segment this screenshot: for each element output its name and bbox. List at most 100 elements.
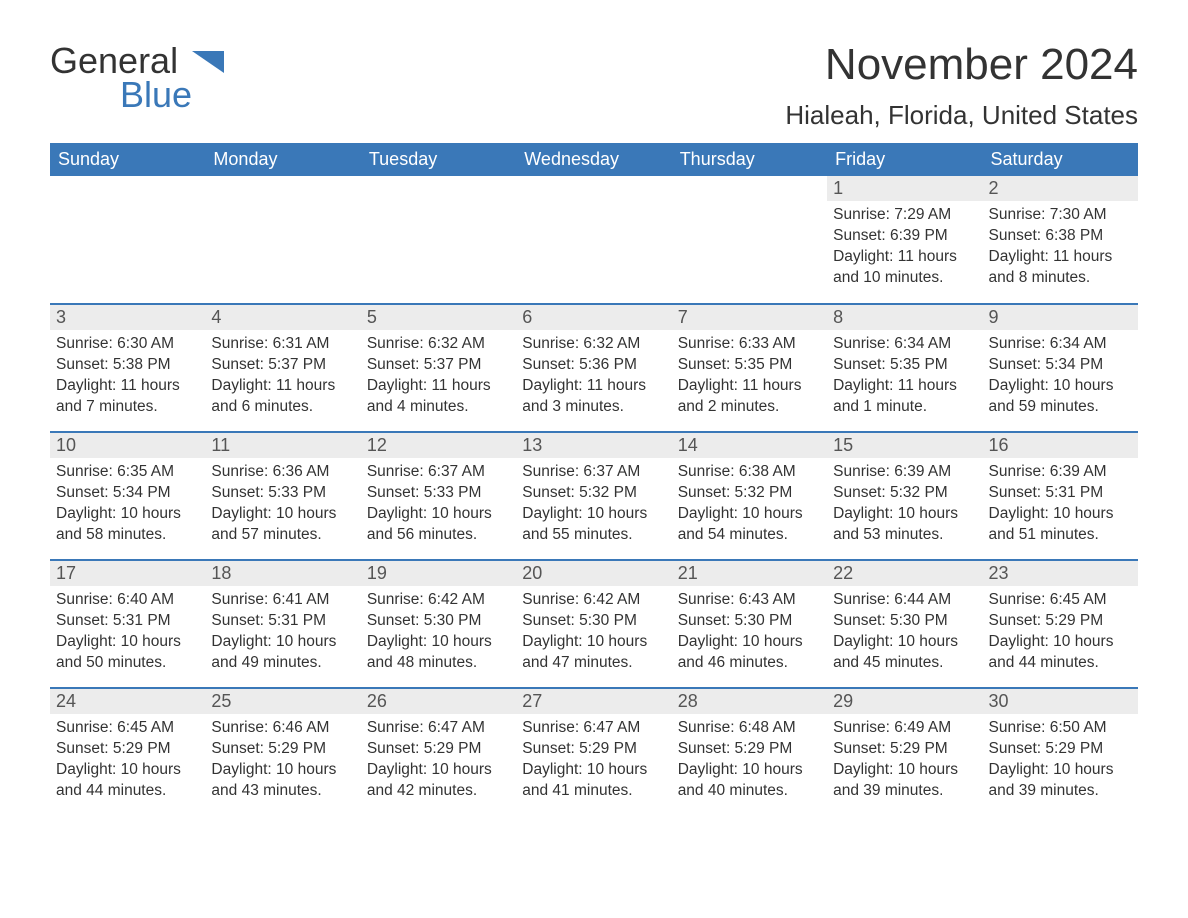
day-number: 16 [983, 433, 1138, 458]
calendar-day-cell: 8Sunrise: 6:34 AMSunset: 5:35 PMDaylight… [827, 304, 982, 432]
day-number: 26 [361, 689, 516, 714]
daylight-text: Daylight: 10 hours and 51 minutes. [989, 504, 1132, 546]
sunrise-text: Sunrise: 6:41 AM [211, 590, 354, 611]
weekday-header: Monday [205, 143, 360, 176]
daylight-text: Daylight: 11 hours and 10 minutes. [833, 247, 976, 289]
day-data: Sunrise: 6:41 AMSunset: 5:31 PMDaylight:… [205, 586, 360, 678]
calendar-day-cell [516, 176, 671, 304]
sunset-text: Sunset: 5:29 PM [833, 739, 976, 760]
sunrise-text: Sunrise: 6:47 AM [367, 718, 510, 739]
daylight-text: Daylight: 10 hours and 48 minutes. [367, 632, 510, 674]
weekday-header-row: SundayMondayTuesdayWednesdayThursdayFrid… [50, 143, 1138, 176]
day-number: 5 [361, 305, 516, 330]
sunset-text: Sunset: 5:30 PM [367, 611, 510, 632]
calendar-day-cell: 5Sunrise: 6:32 AMSunset: 5:37 PMDaylight… [361, 304, 516, 432]
sunrise-text: Sunrise: 6:35 AM [56, 462, 199, 483]
calendar-day-cell: 9Sunrise: 6:34 AMSunset: 5:34 PMDaylight… [983, 304, 1138, 432]
calendar-table: SundayMondayTuesdayWednesdayThursdayFrid… [50, 143, 1138, 816]
calendar-day-cell: 27Sunrise: 6:47 AMSunset: 5:29 PMDayligh… [516, 688, 671, 816]
sunset-text: Sunset: 5:31 PM [56, 611, 199, 632]
calendar-day-cell [50, 176, 205, 304]
sunrise-text: Sunrise: 6:45 AM [56, 718, 199, 739]
sunrise-text: Sunrise: 7:29 AM [833, 205, 976, 226]
weekday-header: Thursday [672, 143, 827, 176]
day-data: Sunrise: 6:44 AMSunset: 5:30 PMDaylight:… [827, 586, 982, 678]
sunrise-text: Sunrise: 7:30 AM [989, 205, 1132, 226]
day-number: 14 [672, 433, 827, 458]
calendar-day-cell: 14 Sunrise: 6:38 AMSunset: 5:32 PMDayligh… [672, 432, 827, 560]
calendar-day-cell: 17Sunrise: 6:40 AMSunset: 5:31 PMDayligh… [50, 560, 205, 688]
sunrise-text: Sunrise: 6:38 AM [678, 462, 821, 483]
daylight-text: Daylight: 10 hours and 53 minutes. [833, 504, 976, 546]
day-data: Sunrise: 6:39 AMSunset: 5:31 PMDaylight:… [983, 458, 1138, 550]
page-header: General Blue November 2024 Hialeah, Flor… [50, 40, 1138, 131]
day-data: Sunrise: 6:45 AMSunset: 5:29 PMDaylight:… [50, 714, 205, 806]
day-number: 21 [672, 561, 827, 586]
day-number: 18 [205, 561, 360, 586]
sunset-text: Sunset: 5:32 PM [522, 483, 665, 504]
calendar-day-cell: 20Sunrise: 6:42 AMSunset: 5:30 PMDayligh… [516, 560, 671, 688]
calendar-day-cell: 2Sunrise: 7:30 AMSunset: 6:38 PMDaylight… [983, 176, 1138, 304]
calendar-day-cell: 15Sunrise: 6:39 AMSunset: 5:32 PMDayligh… [827, 432, 982, 560]
daylight-text: Daylight: 10 hours and 54 minutes. [678, 504, 821, 546]
sunset-text: Sunset: 5:38 PM [56, 355, 199, 376]
day-data: Sunrise: 6:50 AMSunset: 5:29 PMDaylight:… [983, 714, 1138, 806]
sunrise-text: Sunrise: 6:32 AM [522, 334, 665, 355]
day-number: 24 [50, 689, 205, 714]
day-data: Sunrise: 6:43 AMSunset: 5:30 PMDaylight:… [672, 586, 827, 678]
calendar-day-cell: 22Sunrise: 6:44 AMSunset: 5:30 PMDayligh… [827, 560, 982, 688]
sunrise-text: Sunrise: 6:34 AM [989, 334, 1132, 355]
daylight-text: Daylight: 10 hours and 43 minutes. [211, 760, 354, 802]
sunset-text: Sunset: 5:29 PM [522, 739, 665, 760]
day-number: 22 [827, 561, 982, 586]
day-number: 2 [983, 176, 1138, 201]
weekday-header: Sunday [50, 143, 205, 176]
sunrise-text: Sunrise: 6:45 AM [989, 590, 1132, 611]
sunrise-text: Sunrise: 6:46 AM [211, 718, 354, 739]
calendar-day-cell: 3Sunrise: 6:30 AMSunset: 5:38 PMDaylight… [50, 304, 205, 432]
daylight-text: Daylight: 10 hours and 58 minutes. [56, 504, 199, 546]
day-number: 10 [50, 433, 205, 458]
daylight-text: Daylight: 11 hours and 8 minutes. [989, 247, 1132, 289]
sunrise-text: Sunrise: 6:42 AM [522, 590, 665, 611]
day-data: Sunrise: 6:37 AMSunset: 5:32 PMDaylight:… [516, 458, 671, 550]
daylight-text: Daylight: 10 hours and 44 minutes. [56, 760, 199, 802]
logo-triangle-icon [192, 40, 224, 82]
sunset-text: Sunset: 5:34 PM [56, 483, 199, 504]
day-number: 1 [827, 176, 982, 201]
calendar-day-cell: 10 Sunrise: 6:35 AMSunset: 5:34 PMDayligh… [50, 432, 205, 560]
day-number: 7 [672, 305, 827, 330]
weekday-header: Saturday [983, 143, 1138, 176]
sunrise-text: Sunrise: 6:31 AM [211, 334, 354, 355]
sunrise-text: Sunrise: 6:37 AM [522, 462, 665, 483]
day-number: 15 [827, 433, 982, 458]
daylight-text: Daylight: 11 hours and 4 minutes. [367, 376, 510, 418]
daylight-text: Daylight: 10 hours and 57 minutes. [211, 504, 354, 546]
calendar-day-cell: 13Sunrise: 6:37 AMSunset: 5:32 PMDayligh… [516, 432, 671, 560]
daylight-text: Daylight: 10 hours and 45 minutes. [833, 632, 976, 674]
sunrise-text: Sunrise: 6:48 AM [678, 718, 821, 739]
sunset-text: Sunset: 5:32 PM [678, 483, 821, 504]
sunset-text: Sunset: 5:29 PM [56, 739, 199, 760]
sunrise-text: Sunrise: 6:33 AM [678, 334, 821, 355]
daylight-text: Daylight: 10 hours and 49 minutes. [211, 632, 354, 674]
day-number: 25 [205, 689, 360, 714]
day-data: Sunrise: 6:48 AMSunset: 5:29 PMDaylight:… [672, 714, 827, 806]
sunset-text: Sunset: 5:33 PM [211, 483, 354, 504]
calendar-day-cell: 6Sunrise: 6:32 AMSunset: 5:36 PMDaylight… [516, 304, 671, 432]
calendar-day-cell: 7Sunrise: 6:33 AMSunset: 5:35 PMDaylight… [672, 304, 827, 432]
sunset-text: Sunset: 5:30 PM [833, 611, 976, 632]
daylight-text: Daylight: 11 hours and 6 minutes. [211, 376, 354, 418]
sunrise-text: Sunrise: 6:50 AM [989, 718, 1132, 739]
sunset-text: Sunset: 5:31 PM [989, 483, 1132, 504]
day-data: Sunrise: 6:34 AMSunset: 5:35 PMDaylight:… [827, 330, 982, 422]
weekday-header: Tuesday [361, 143, 516, 176]
sunset-text: Sunset: 5:34 PM [989, 355, 1132, 376]
calendar-day-cell: 19Sunrise: 6:42 AMSunset: 5:30 PMDayligh… [361, 560, 516, 688]
day-number: 29 [827, 689, 982, 714]
day-number: 23 [983, 561, 1138, 586]
day-number: 11 [205, 433, 360, 458]
day-data: Sunrise: 6:40 AMSunset: 5:31 PMDaylight:… [50, 586, 205, 678]
calendar-day-cell: 16Sunrise: 6:39 AMSunset: 5:31 PMDayligh… [983, 432, 1138, 560]
day-number: 20 [516, 561, 671, 586]
